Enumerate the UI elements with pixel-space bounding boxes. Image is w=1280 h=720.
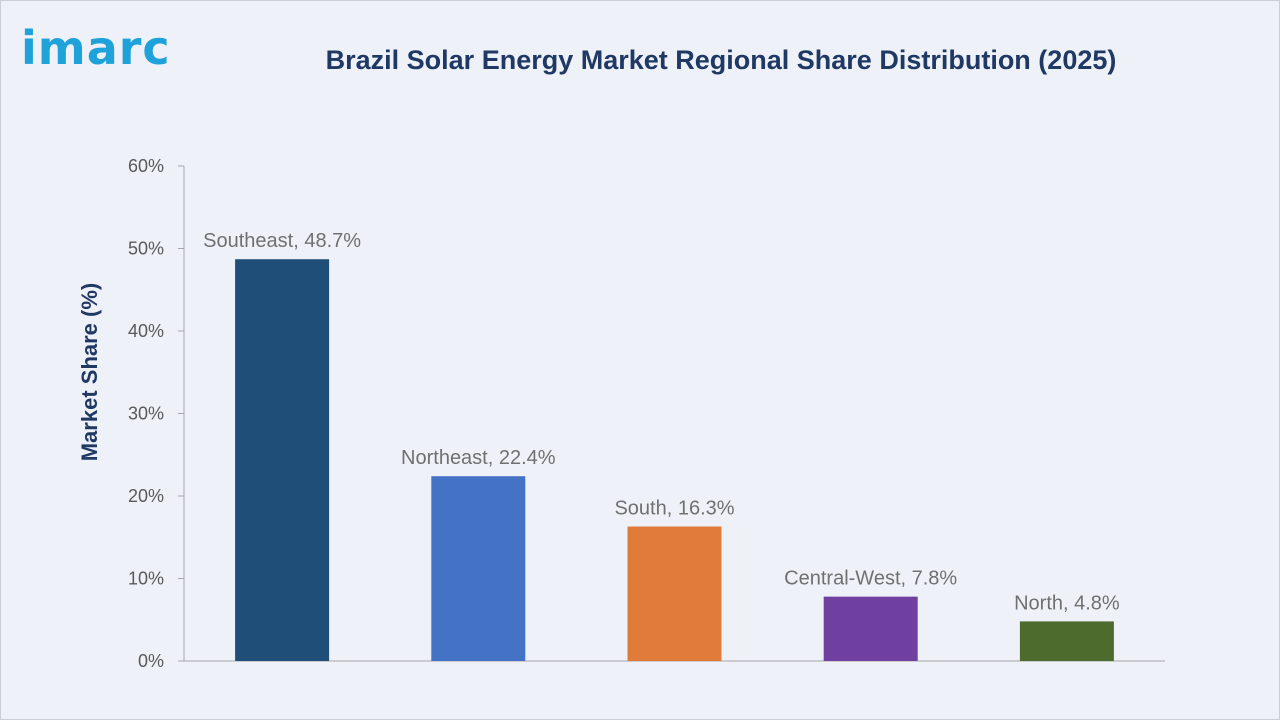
- data-label: Central-West, 7.8%: [784, 568, 957, 590]
- y-tick-label: 20%: [128, 486, 164, 506]
- y-tick-label: 0%: [138, 651, 164, 671]
- y-ticks: 0% 10% 20% 30% 40% 50% 60%: [128, 156, 184, 671]
- y-tick-label: 30%: [128, 404, 164, 424]
- bar-central-west: [823, 596, 918, 661]
- data-label: South, 16.3%: [614, 498, 734, 520]
- data-labels: Southeast, 48.7% Northeast, 22.4% South, 1…: [203, 230, 1120, 614]
- y-tick-label: 40%: [128, 321, 164, 341]
- y-tick-label: 50%: [128, 239, 164, 259]
- bar-northeast: [431, 476, 526, 661]
- y-axis-title: Market Share (%): [77, 283, 102, 462]
- data-label: Northeast, 22.4%: [401, 447, 556, 469]
- imarc-logo: imarc: [21, 21, 171, 75]
- bar-southeast: [235, 259, 330, 661]
- data-label: North, 4.8%: [1014, 592, 1120, 614]
- y-tick-label: 60%: [128, 156, 164, 176]
- bar-north: [1019, 621, 1114, 661]
- bar-south: [627, 526, 722, 661]
- data-label: Southeast, 48.7%: [203, 230, 361, 252]
- bars: [235, 259, 1114, 661]
- y-tick-label: 10%: [128, 569, 164, 589]
- chart-title: Brazil Solar Energy Market Regional Shar…: [325, 45, 1117, 75]
